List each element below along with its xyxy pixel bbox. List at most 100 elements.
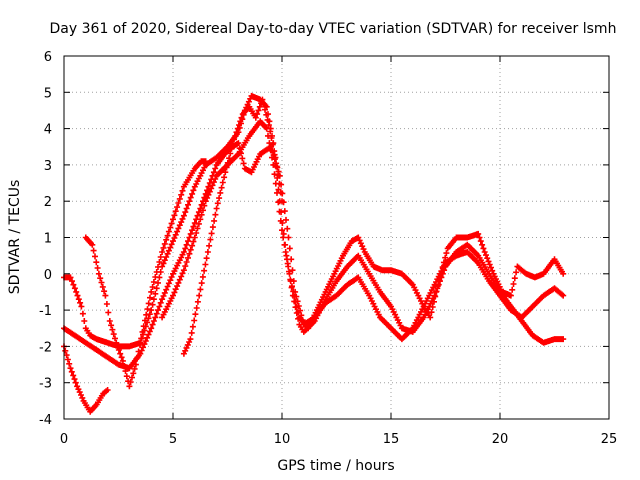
data-point — [542, 294, 545, 297]
data-point — [204, 160, 207, 163]
data-point — [520, 316, 523, 319]
data-point — [141, 330, 144, 334]
data-point — [84, 341, 88, 344]
data-point — [193, 167, 196, 170]
chart-title: Day 361 of 2020, Sidereal Day-to-day VTE… — [50, 21, 617, 37]
x-tick-label: 20 — [492, 432, 509, 447]
data-point — [80, 305, 83, 308]
data-point — [509, 294, 513, 297]
data-point — [206, 250, 210, 254]
data-point — [171, 239, 175, 243]
data-point — [241, 112, 244, 116]
y-tick-label: -1 — [39, 304, 52, 319]
data-point — [363, 250, 367, 254]
data-point — [104, 294, 107, 297]
data-point — [562, 272, 565, 275]
data-point — [182, 268, 186, 272]
data-point — [477, 232, 480, 236]
data-point — [487, 272, 491, 275]
data-point — [346, 283, 349, 286]
data-point — [272, 163, 275, 167]
data-point — [117, 363, 120, 366]
y-tick-label: 3 — [44, 159, 52, 174]
data-point — [171, 218, 175, 221]
x-axis-label: GPS time / hours — [277, 458, 394, 474]
data-point — [411, 283, 414, 286]
y-tick-label: -4 — [39, 413, 52, 428]
data-point — [128, 345, 131, 348]
grid-lines — [64, 56, 609, 419]
data-point — [298, 316, 301, 319]
data-point — [134, 363, 138, 366]
data-point — [88, 410, 92, 413]
series-markers — [61, 92, 567, 350]
data-point — [248, 134, 251, 138]
x-tick-label: 25 — [601, 432, 618, 447]
axis-ticks: 0 5 10 15 20 25 -4 -3 -2 -1 0 1 2 3 4 5 6 — [39, 50, 617, 447]
data-point — [466, 243, 469, 246]
data-point — [267, 123, 271, 127]
data-point — [69, 366, 72, 370]
data-point — [429, 316, 432, 319]
data-point — [400, 272, 404, 275]
data-point — [237, 141, 240, 145]
y-tick-label: 0 — [44, 268, 52, 283]
y-tick-label: 2 — [44, 195, 52, 210]
data-point — [437, 279, 441, 283]
data-point — [542, 341, 545, 344]
data-point — [237, 152, 240, 156]
data-point — [226, 149, 229, 152]
data-point — [341, 254, 345, 257]
data-point — [509, 308, 513, 312]
data-point — [106, 388, 109, 392]
data-point — [182, 352, 186, 355]
data-point — [274, 156, 277, 159]
data-point — [446, 247, 449, 250]
data-point — [553, 287, 556, 290]
data-point — [466, 250, 469, 254]
data-point — [269, 145, 273, 148]
data-point — [487, 279, 491, 283]
data-point — [250, 170, 253, 174]
x-tick-label: 10 — [274, 432, 291, 447]
data-point — [254, 116, 258, 119]
series-track-3 — [61, 343, 111, 415]
data-point — [492, 272, 495, 275]
y-tick-label: -2 — [39, 340, 52, 355]
data-point — [531, 334, 534, 337]
data-point — [106, 356, 109, 359]
data-point — [197, 294, 201, 297]
data-point — [265, 105, 268, 109]
data-layer — [61, 92, 567, 415]
data-point — [182, 214, 186, 217]
data-point — [500, 290, 504, 294]
data-point — [95, 348, 98, 352]
data-point — [378, 316, 382, 319]
data-point — [182, 250, 186, 254]
data-point — [357, 236, 360, 239]
data-point — [128, 385, 131, 388]
data-point — [483, 250, 486, 254]
y-tick-label: 4 — [44, 123, 52, 138]
data-point — [232, 138, 236, 141]
data-point — [75, 385, 79, 388]
y-tick-label: 5 — [44, 86, 52, 101]
data-point — [215, 207, 218, 210]
data-point — [335, 294, 338, 297]
data-point — [357, 254, 360, 257]
data-point — [368, 294, 371, 297]
series-track-2 — [61, 140, 567, 372]
data-point — [389, 268, 393, 272]
data-point — [289, 279, 292, 283]
data-point — [466, 236, 469, 239]
data-point — [150, 308, 153, 312]
data-point — [562, 294, 565, 297]
data-point — [422, 305, 425, 308]
data-point — [200, 160, 203, 163]
data-point — [368, 272, 371, 275]
data-point — [516, 265, 519, 268]
data-point — [422, 316, 425, 319]
data-point — [400, 327, 404, 330]
x-tick-label: 0 — [60, 432, 68, 447]
